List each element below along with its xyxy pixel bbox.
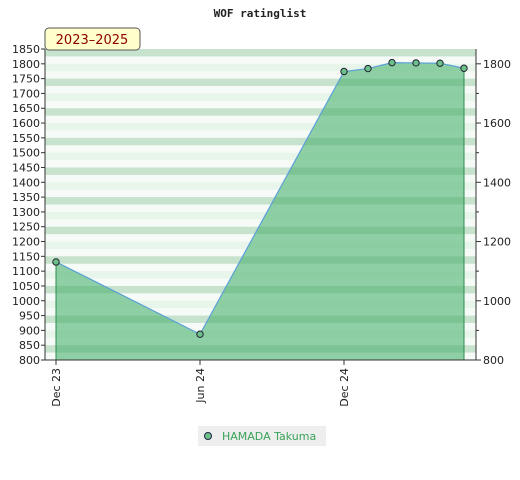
- grid-band: [45, 182, 476, 190]
- y-right-tick-label: 800: [483, 354, 504, 367]
- y-left-tick-label: 1850: [12, 43, 40, 56]
- area-band: [45, 78, 476, 87]
- grid-band: [45, 123, 476, 131]
- data-point: [436, 59, 444, 67]
- grid-band: [45, 160, 476, 168]
- y-left-tick-label: 1650: [12, 102, 40, 115]
- range-badge-box: [44, 27, 141, 51]
- y-right-tick-label: 1400: [483, 176, 511, 189]
- y-left-tick-label: 1800: [12, 58, 40, 71]
- grid-band: [45, 71, 476, 79]
- series-area: [56, 62, 464, 360]
- grid-band: [45, 197, 476, 205]
- data-points: [52, 58, 468, 338]
- grid-band: [45, 174, 476, 183]
- y-left-tick-label: 800: [19, 354, 40, 367]
- data-point: [52, 258, 60, 266]
- y-left-tick-label: 1100: [12, 265, 40, 278]
- area-band: [45, 137, 476, 146]
- legend-marker: [204, 432, 212, 440]
- grid-band: [45, 86, 476, 94]
- data-point: [364, 64, 372, 73]
- data-point: [196, 330, 204, 338]
- area-band: [45, 315, 476, 323]
- y-left-tick-label: 1550: [12, 132, 40, 145]
- data-point: [412, 59, 420, 67]
- area-band: [45, 226, 476, 235]
- grid-band: [45, 93, 476, 102]
- x-tick-label: Dec 24: [338, 368, 351, 407]
- y-left-tick-label: 1700: [12, 87, 40, 100]
- y-left-tick-label: 1500: [12, 147, 40, 160]
- y-right-tick-label: 1600: [483, 117, 511, 130]
- area-layer: [45, 49, 476, 360]
- grid-band: [45, 49, 476, 57]
- grid-band: [45, 211, 476, 220]
- area-band: [45, 256, 476, 264]
- grid-band: [45, 152, 476, 161]
- data-point: [460, 64, 468, 72]
- y-left-tick-label: 1050: [12, 280, 40, 293]
- grid-band: [45, 63, 476, 72]
- y-right-tick-label: 1800: [483, 58, 511, 71]
- grid-band: [45, 189, 476, 198]
- grid-band: [45, 115, 476, 124]
- range-badge: 2023–2025: [44, 27, 141, 51]
- y-left-tick-label: 1200: [12, 236, 40, 249]
- y-left-tick-label: 1000: [12, 295, 40, 308]
- axes: 8008509009501000105011001150120012501300…: [12, 43, 511, 407]
- area-band: [45, 285, 476, 294]
- data-point: [340, 67, 348, 76]
- y-left-tick-label: 1250: [12, 221, 40, 234]
- grid-band: [45, 78, 476, 87]
- chart-title: WOF ratinglist: [214, 7, 307, 20]
- grid-band: [45, 100, 476, 109]
- y-left-tick-label: 1350: [12, 191, 40, 204]
- y-right-tick-label: 1200: [483, 236, 511, 249]
- y-left-tick-label: 850: [19, 339, 40, 352]
- data-point: [388, 58, 396, 67]
- y-left-tick-label: 1150: [12, 250, 40, 263]
- grid-band: [45, 130, 476, 139]
- grid-band: [45, 145, 476, 153]
- y-left-tick-label: 1600: [12, 117, 40, 130]
- grid-band: [45, 204, 476, 213]
- area-band: [45, 49, 476, 57]
- area-band: [45, 167, 476, 175]
- area-band: [45, 197, 476, 205]
- series-line: [55, 62, 465, 336]
- y-left-tick-label: 1750: [12, 73, 40, 86]
- y-left-tick-label: 1300: [12, 206, 40, 219]
- x-tick-label: Jun 24: [194, 368, 207, 404]
- legend-label: HAMADA Takuma: [222, 430, 316, 443]
- legend: HAMADA Takuma: [198, 426, 326, 446]
- area-band: [45, 345, 476, 353]
- grid-band: [45, 108, 476, 116]
- area-band: [45, 108, 476, 116]
- grid-band: [45, 137, 476, 146]
- legend-box: [198, 426, 326, 446]
- y-right-tick-label: 1000: [483, 295, 511, 308]
- range-badge-label: 2023–2025: [56, 33, 129, 48]
- y-left-tick-label: 1400: [12, 176, 40, 189]
- grid-band: [45, 167, 476, 176]
- x-tick-label: Dec 23: [50, 368, 63, 407]
- y-left-tick-label: 950: [19, 310, 40, 323]
- grid-band: [45, 56, 476, 65]
- y-left-tick-label: 1450: [12, 161, 40, 174]
- y-left-tick-label: 900: [19, 324, 40, 337]
